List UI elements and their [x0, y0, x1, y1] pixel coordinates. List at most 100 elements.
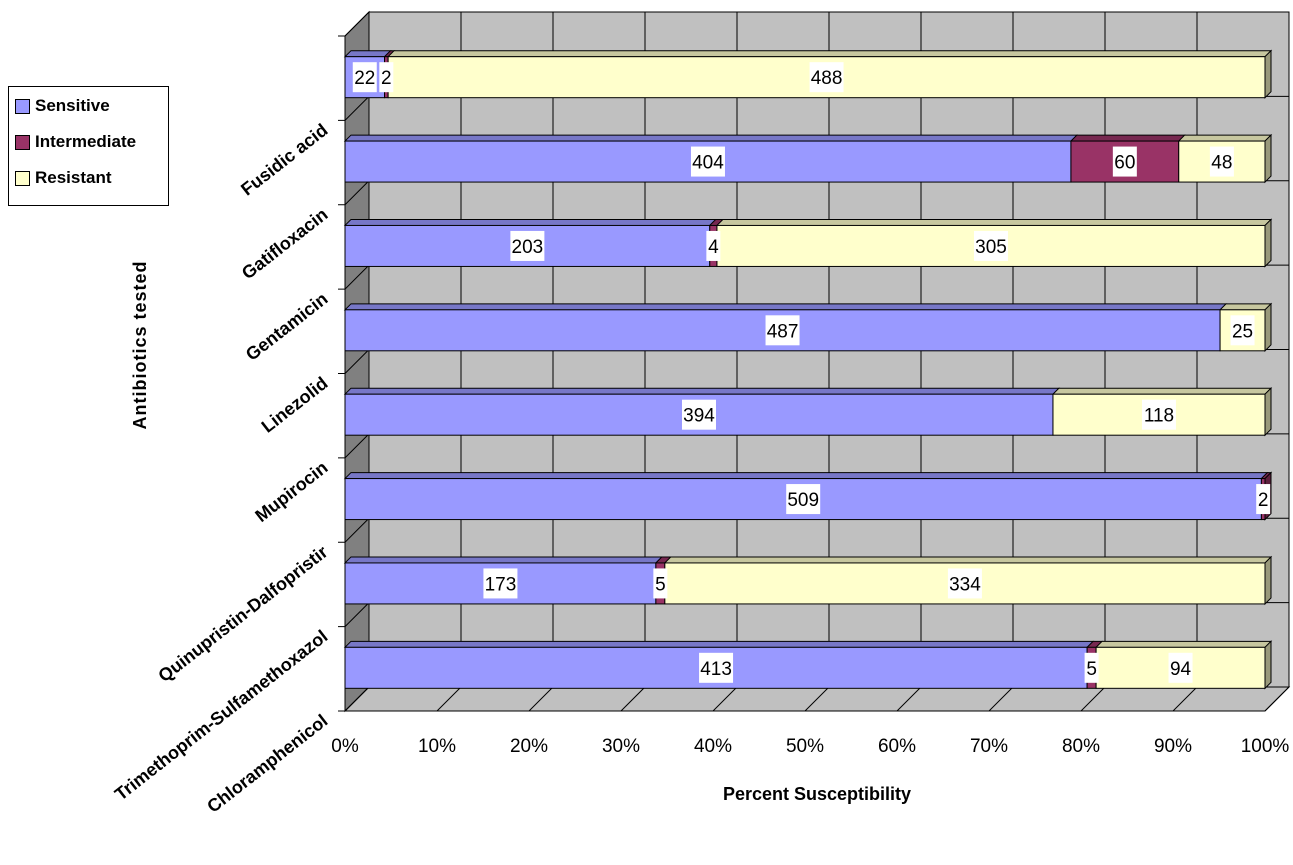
bar-end-face: [1264, 133, 1272, 184]
data-label-bg: [379, 62, 394, 93]
bar-top-face: [1177, 134, 1273, 142]
bar-top-face: [343, 303, 1228, 311]
legend-item-resistant: Resistant: [15, 167, 112, 189]
gridline-floor: [988, 686, 1014, 712]
bar-top-face: [386, 50, 1273, 58]
data-label: 487: [767, 321, 799, 342]
data-label: 404: [692, 153, 724, 174]
data-label-bg: [690, 146, 725, 177]
data-label: 48: [1211, 153, 1232, 174]
gridline-side: [344, 264, 370, 290]
bar-top-face: [343, 640, 1095, 648]
x-tick-label: 30%: [602, 736, 640, 757]
bar-top-face: [663, 556, 1273, 564]
gridline-floor: [528, 686, 554, 712]
data-label: 203: [512, 237, 544, 258]
data-label-bg: [1112, 146, 1137, 177]
gridline-floor: [804, 686, 830, 712]
data-label: 334: [949, 574, 981, 595]
legend-label-sensitive: Sensitive: [35, 96, 110, 115]
bar-end-face: [1264, 302, 1272, 353]
data-label: 118: [1144, 406, 1174, 427]
data-label: 22: [354, 68, 375, 89]
data-label: 60: [1114, 153, 1135, 174]
bar-end-face: [1264, 555, 1272, 606]
data-label-bg: [1230, 315, 1255, 346]
data-label-bg: [699, 652, 734, 683]
bar-top-face: [1051, 387, 1273, 395]
data-label: 4: [708, 237, 719, 258]
data-label-bg: [653, 568, 668, 599]
gridline-floor: [1080, 686, 1106, 712]
x-tick-label: 80%: [1062, 736, 1100, 757]
y-axis-title: Antibiotics tested: [130, 260, 150, 429]
gridline-side: [344, 602, 370, 627]
data-label-bg: [706, 230, 721, 261]
category-label: Fusidic acid: [237, 120, 331, 200]
gridline-side: [344, 11, 370, 37]
x-tick-label: 70%: [970, 736, 1008, 757]
gridline-side: [344, 517, 370, 543]
data-label: 5: [655, 574, 666, 595]
data-label-bg: [1141, 399, 1176, 430]
legend: Sensitive Intermediate Resistant: [8, 86, 169, 206]
data-label: 413: [700, 659, 732, 680]
bar-top-face: [343, 387, 1061, 395]
data-label: 25: [1232, 321, 1253, 342]
x-tick-label: 40%: [694, 736, 732, 757]
legend-swatch-resistant: [15, 170, 30, 186]
data-label-bg: [947, 568, 982, 599]
bar-top-face: [1069, 134, 1186, 142]
legend-item-sensitive: Sensitive: [15, 95, 110, 117]
legend-label-resistant: Resistant: [35, 168, 112, 187]
x-tick-label: 90%: [1154, 736, 1192, 757]
data-label-bg: [510, 230, 545, 261]
data-label-bg: [1209, 146, 1234, 177]
x-tick-label: 10%: [418, 736, 456, 757]
bar-top-face: [343, 134, 1079, 142]
data-label: 509: [787, 490, 819, 511]
bar-end-face: [1264, 218, 1272, 268]
data-label: 394: [683, 406, 715, 427]
gridline-floor: [620, 686, 646, 712]
category-label: Mupirocin: [251, 457, 331, 526]
data-label-bg: [973, 230, 1008, 261]
data-label: 2: [1258, 490, 1269, 511]
bar-top-face: [343, 218, 717, 226]
bar-top-face: [1094, 640, 1273, 648]
gridline-floor: [436, 686, 462, 712]
bar-top-face: [715, 218, 1273, 226]
x-tick-label: 20%: [510, 736, 548, 757]
x-tick-label: 100%: [1241, 736, 1290, 757]
x-tick-label: 0%: [331, 736, 359, 757]
gridline-side: [344, 96, 370, 121]
legend-swatch-intermediate: [15, 134, 30, 150]
data-label-bg: [1256, 484, 1271, 515]
bar-end-face: [1264, 386, 1272, 437]
x-tick-label: 50%: [786, 736, 824, 757]
legend-swatch-sensitive: [15, 98, 30, 114]
data-label: 173: [485, 574, 517, 595]
data-label: 2: [381, 68, 392, 89]
x-axis-title: Percent Susceptibility: [723, 784, 911, 804]
data-label-bg: [681, 399, 716, 430]
data-label-bg: [352, 62, 377, 93]
gridline-side: [344, 433, 370, 459]
data-label-bg: [483, 568, 518, 599]
data-label: 5: [1086, 659, 1097, 680]
bar-top-face: [343, 472, 1269, 480]
gridline-side: [344, 349, 370, 374]
gridline-floor: [1172, 686, 1198, 712]
gridline-floor: [1264, 686, 1290, 712]
gridline-side: [344, 180, 370, 206]
legend-label-intermediate: Intermediate: [35, 132, 137, 151]
category-label: Gatifloxacin: [238, 204, 332, 283]
data-label-bg: [786, 484, 821, 515]
category-label: Trimethoprim-Sulfamethoxazol: [111, 626, 331, 804]
bar-top-face: [343, 50, 392, 58]
category-label: Gentamicin: [242, 289, 332, 365]
category-label: Linezolid: [258, 373, 332, 437]
data-label: 305: [975, 237, 1007, 258]
data-label-bg: [809, 62, 844, 93]
gridline-side: [344, 686, 370, 712]
